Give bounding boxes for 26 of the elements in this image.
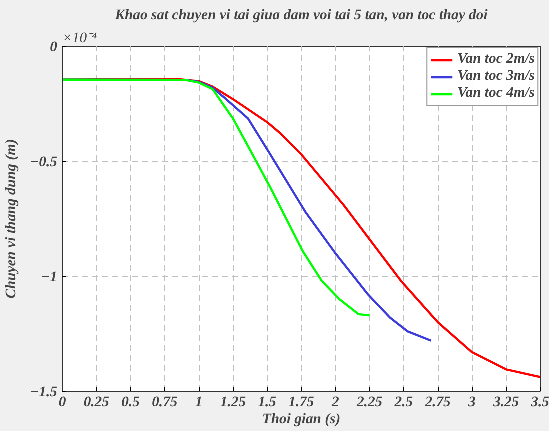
legend-label: Van toc 2m/s xyxy=(458,51,535,68)
x-tick-label: 3.5 xyxy=(530,394,549,410)
y-tick-label: −0.5 xyxy=(30,154,58,170)
x-tick-label: 2.5 xyxy=(394,394,414,410)
x-tick-label: 2.75 xyxy=(424,394,451,410)
x-tick-label: 0.5 xyxy=(122,394,140,410)
x-tick-label: 1 xyxy=(195,394,203,410)
x-tick-label: 3 xyxy=(468,394,476,410)
y-tick-label: 0 xyxy=(50,40,58,56)
x-tick-label: 2 xyxy=(330,394,340,410)
chart-title: Khao sat chuyen vi tai giua dam voi tai 5 tan, van toc thay doi xyxy=(114,8,488,24)
x-tick-label: 0.75 xyxy=(152,394,178,410)
line-series xyxy=(62,78,371,317)
y-axis-title: Chuyen vi thang dung (m) xyxy=(3,139,20,299)
annotation: ×10⁻⁴ xyxy=(62,30,98,46)
x-tick-label: 3.25 xyxy=(492,394,520,410)
legend-label: Van toc 4m/s xyxy=(458,85,535,102)
x-tick-label: 0.25 xyxy=(84,394,110,410)
legend-label: Van toc 3m/s xyxy=(458,68,535,85)
y-tick-label: −1.5 xyxy=(30,384,58,400)
x-tick-label: 1.5 xyxy=(258,394,277,410)
x-tick-label: 2.25 xyxy=(356,394,383,410)
x-tick-label: 1.25 xyxy=(220,394,246,410)
y-tick-label: −1 xyxy=(41,270,58,286)
x-tick-label: 1.75 xyxy=(288,394,314,410)
x-axis-title: Thoi gian (s) xyxy=(262,412,341,428)
